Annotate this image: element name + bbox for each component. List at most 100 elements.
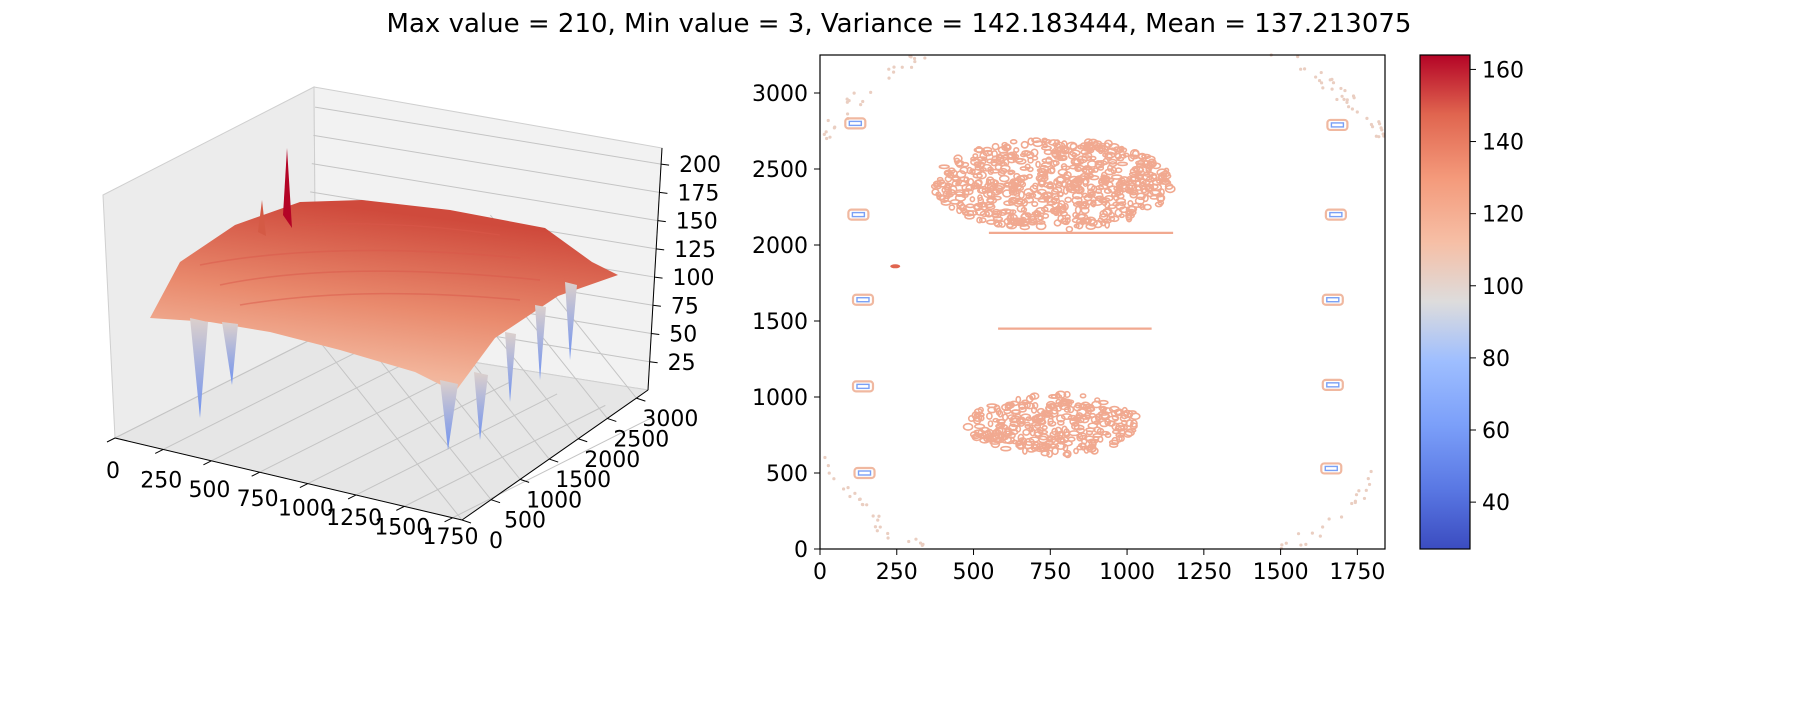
contour-loop: [1079, 442, 1087, 451]
contour-loop: [1104, 220, 1111, 229]
colorbar-tick-label: 140: [1482, 131, 1524, 156]
contour-ring-dot: [1379, 126, 1383, 130]
contour-ring-dot: [1296, 532, 1301, 536]
contour-ring-dot: [878, 525, 882, 529]
contour-ring-dot: [1330, 77, 1334, 81]
contour-marker-inner: [1326, 297, 1340, 303]
contour-loop: [984, 201, 995, 209]
contour-loop: [1107, 185, 1119, 194]
contour-loop: [1102, 157, 1109, 166]
grid-line: [313, 134, 660, 193]
contour-loop: [1109, 215, 1120, 223]
contour-loop: [993, 221, 1003, 228]
contour-loop: [987, 420, 994, 428]
contour-loop: [1035, 160, 1041, 169]
contour-ring-dot: [1355, 110, 1359, 114]
contour-loop: [1108, 442, 1119, 449]
colorbar: 40 60 80 100 120 140 160: [1419, 54, 1524, 550]
contour-loop: [1050, 197, 1061, 204]
contour-loop: [997, 409, 1004, 418]
contour-loop: [1007, 151, 1017, 160]
contour-ring-dot: [860, 502, 864, 507]
y-tick-mark: [636, 397, 646, 402]
contour-loop: [1113, 194, 1120, 202]
contour-loop: [1067, 151, 1077, 160]
contour-marker-outer: [853, 466, 876, 480]
contour-ring-dot: [1374, 134, 1378, 138]
contour-ring-dot: [1352, 96, 1356, 100]
contour-marker-inner: [1329, 211, 1343, 218]
contour-loop: [969, 196, 976, 203]
contour-loop: [1108, 161, 1118, 168]
contour-ring-dot: [1318, 534, 1322, 538]
colorbar-gradient: [1419, 54, 1471, 550]
contour-ring-dot: [857, 497, 862, 502]
contour-marker-inner: [856, 297, 870, 303]
contour-loop: [1106, 164, 1113, 172]
contour-loop: [977, 406, 984, 414]
contour-ring-dot: [826, 118, 830, 123]
contour-loop: [1054, 141, 1066, 149]
contour-loop: [1079, 202, 1088, 210]
contour-loop: [969, 168, 976, 175]
contour-loop: [995, 182, 1006, 190]
contour-mark: [890, 264, 901, 269]
contour-loop: [1131, 165, 1141, 172]
contour-loop: [1066, 141, 1078, 150]
contour-loop: [1142, 194, 1149, 203]
y-tick-mark: [461, 519, 472, 524]
contour-loop: [976, 187, 987, 194]
contour-loop: [1104, 151, 1116, 159]
contour-marker-inner: [857, 470, 872, 476]
y-tick-label: 2000: [584, 448, 640, 473]
x-tick-label: 0: [106, 459, 120, 484]
contour-loop: [1079, 393, 1087, 399]
contour-loop: [985, 178, 992, 187]
contour-loop: [986, 176, 995, 185]
contour-x-tick-label: 1000: [1099, 560, 1155, 585]
contour-loop: [1035, 174, 1043, 182]
contour-loop: [976, 202, 984, 208]
contour-ring-dot: [832, 126, 836, 130]
contour-ring-dot: [1330, 87, 1334, 91]
contour-loop: [1055, 390, 1067, 399]
contour-loop: [1023, 421, 1031, 427]
contour-loop: [1074, 164, 1085, 171]
contour-loop: [979, 158, 987, 165]
contour-marker-outer: [1321, 378, 1344, 391]
y-tick-label: 1000: [526, 488, 582, 513]
contour-loop: [1115, 185, 1123, 194]
contour-loop: [1008, 187, 1015, 193]
contour-marker-outer: [851, 380, 875, 393]
contour-loop: [1095, 188, 1103, 195]
contour-loop: [1051, 188, 1060, 195]
contour-y-tick-label: 1500: [752, 310, 808, 335]
contour-loop: [1042, 182, 1054, 188]
contour-loop: [1148, 173, 1158, 182]
z-tick-label: 25: [668, 351, 696, 376]
contour-x-tick-label: 0: [813, 560, 827, 585]
contour-loop: [1035, 207, 1046, 215]
contour-loop: [1093, 219, 1103, 229]
contour-loop: [953, 154, 963, 163]
contour-loop: [1118, 201, 1127, 207]
contour-loop: [973, 161, 982, 169]
contour-ring-dot: [824, 130, 828, 134]
contour-loop: [998, 161, 1008, 167]
contour-x-tick-label: 1250: [1176, 560, 1232, 585]
contour-loop: [1078, 403, 1087, 409]
x-tick-label: 250: [140, 468, 182, 493]
contour-loop: [1046, 402, 1058, 409]
y-tick-mark: [549, 458, 559, 463]
contour-loop: [1041, 425, 1048, 431]
contour-x-tick-label: 750: [1029, 560, 1071, 585]
grid-line: [314, 106, 662, 165]
contour-loop: [1047, 420, 1057, 427]
contour-loop: [1089, 201, 1096, 207]
contour-loop: [1063, 449, 1072, 459]
contour-loop: [1108, 215, 1116, 222]
contour-loop: [1003, 143, 1011, 150]
contour-ring-dot: [1345, 100, 1349, 104]
contour-loop: [1129, 412, 1141, 421]
